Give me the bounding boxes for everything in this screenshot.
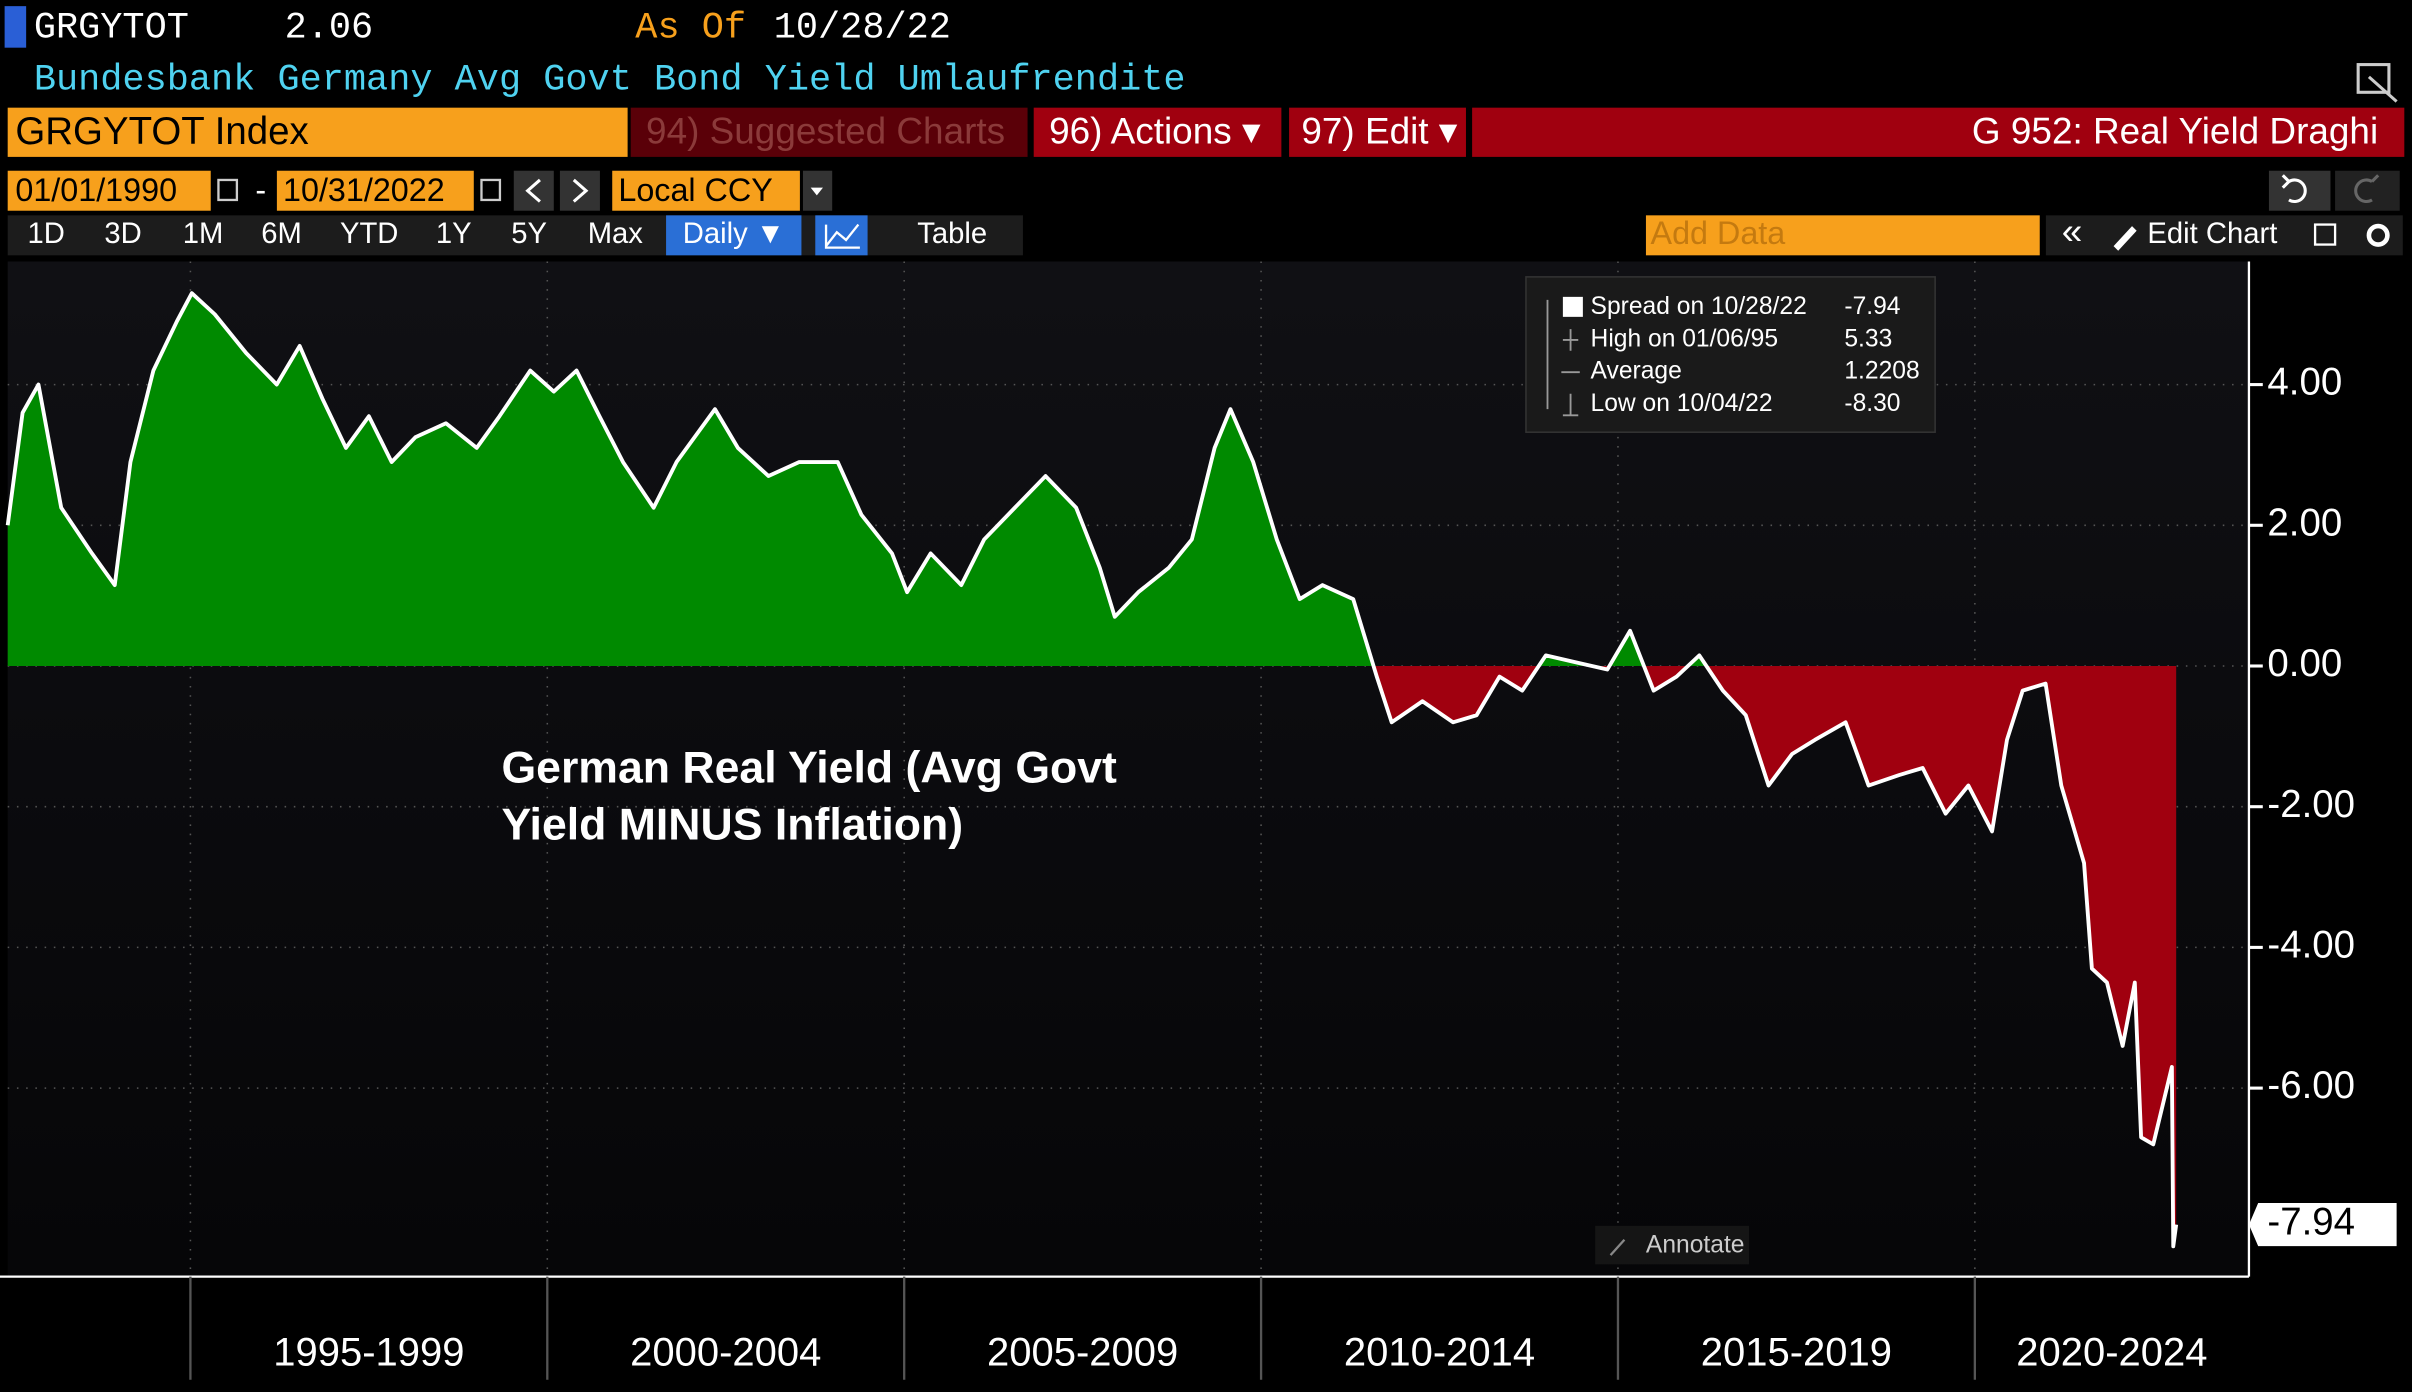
suggested-box[interactable] — [630, 107, 1028, 157]
period-tab[interactable]: 3D — [104, 218, 141, 250]
y-tick-label: 0.00 — [2267, 642, 2342, 685]
frequency-box[interactable] — [666, 215, 802, 256]
edit: 97) Edit ▾ — [1301, 111, 1457, 152]
area — [7, 293, 2177, 1247]
last-value-box — [2248, 1203, 2397, 1247]
frequency: Daily ▼ — [683, 218, 785, 250]
end-date-box[interactable] — [276, 170, 474, 211]
line — [5, 291, 2179, 1249]
y-tick-label: 4.00 — [2267, 361, 2342, 404]
marker — [4, 6, 27, 48]
calendar-icon[interactable] — [480, 178, 502, 202]
legend-label: Spread on 10/28/22 — [1591, 293, 1807, 320]
redo-icon — [2354, 174, 2380, 204]
period-tab[interactable]: 1D — [27, 218, 64, 250]
edit-strip — [2045, 215, 2403, 256]
edit-chart[interactable]: Edit Chart — [2147, 218, 2277, 250]
y-tick-label: 2.00 — [2267, 501, 2342, 544]
currency: Local CCY — [618, 172, 772, 208]
date-separator: - — [255, 172, 266, 208]
chart-type-icon — [824, 223, 860, 249]
period-tab[interactable]: 5Y — [511, 218, 547, 250]
period-tab[interactable]: 6M — [261, 218, 302, 250]
x-tick-label: 1995-1999 — [273, 1331, 464, 1375]
legend-label: Average — [1591, 358, 1682, 385]
period-tab[interactable]: Max — [588, 218, 644, 250]
redo-button[interactable] — [2335, 170, 2400, 211]
chart-name: G 952: Real Yield Draghi — [1972, 111, 2378, 152]
x-tick-label: 2005-2009 — [987, 1331, 1178, 1375]
plot: -6.00 -4.00 -2.00 0.00 2.00 4.00 1995-1999 2000… — [0, 261, 2397, 1380]
start-date: 01/01/1990 — [15, 172, 177, 208]
period-tab[interactable]: YTD — [340, 218, 398, 250]
legend-label: High on 01/06/95 — [1591, 325, 1778, 352]
popout-icon[interactable] — [2356, 63, 2398, 103]
y-tick-label: -6.00 — [2267, 1064, 2355, 1107]
description: Bundesbank Germany Avg Govt Bond Yield U… — [34, 60, 1186, 102]
currency-box[interactable] — [612, 170, 800, 211]
y-tick-label: -2.00 — [2267, 783, 2355, 826]
x-tick-label: 2010-2014 — [1344, 1331, 1535, 1375]
undo-icon — [2281, 174, 2307, 204]
icon-box — [2356, 63, 2391, 94]
price: 2.06 — [285, 7, 374, 49]
undo-button[interactable] — [2268, 170, 2331, 211]
as-of-label: As Of — [635, 7, 746, 49]
legend-swatch — [1562, 296, 1583, 317]
start-date-box[interactable] — [7, 170, 211, 211]
y-tick-label: -4.00 — [2267, 924, 2355, 967]
suggested: 94) Suggested Charts — [646, 111, 1005, 152]
period-tab[interactable]: 1M — [183, 218, 224, 250]
ticker: GRGYTOT — [34, 7, 189, 49]
x-tick-label: 2020-2024 — [2016, 1331, 2207, 1375]
next-arrow — [572, 178, 589, 203]
annotation-line: Yield MINUS Inflation) — [501, 800, 963, 849]
icon-arrow — [2367, 75, 2398, 103]
legend-label: Low on 10/04/22 — [1591, 390, 1773, 417]
as-of-date: 10/28/22 — [774, 7, 951, 49]
period-tab[interactable]: 1Y — [436, 218, 472, 250]
security-box[interactable] — [7, 107, 628, 157]
legend-value: 5.33 — [1844, 325, 1892, 352]
calendar-icon[interactable] — [217, 178, 239, 202]
x-tick-label: 2000-2004 — [630, 1331, 821, 1375]
actions-box[interactable] — [1033, 107, 1282, 157]
end-date: 10/31/2022 — [283, 172, 445, 208]
legend-value: -8.30 — [1844, 390, 1900, 417]
legend-value: 1.2208 — [1844, 358, 1919, 385]
last-value-label: -7.94 — [2267, 1201, 2355, 1244]
collapse-button[interactable]: « — [2062, 211, 2083, 252]
x-tick-label: 2015-2019 — [1701, 1331, 1892, 1375]
dropdown-arrow — [810, 187, 823, 196]
legend-icons — [1546, 299, 1580, 417]
prev-button[interactable] — [513, 170, 554, 211]
legend-box — [1525, 276, 1936, 433]
settings-icon[interactable] — [2366, 223, 2390, 247]
next-button[interactable] — [559, 170, 600, 211]
prev-arrow — [525, 178, 541, 203]
annotation-line: German Real Yield (Avg Govt — [501, 743, 1117, 792]
security: GRGYTOT Index — [15, 110, 308, 153]
add-data: Add Data — [1651, 215, 1786, 251]
actions: 96) Actions ▾ — [1049, 111, 1261, 152]
annotate: Annotate — [1646, 1231, 1745, 1258]
edit-box[interactable] — [1289, 107, 1466, 157]
legend-value: -7.94 — [1844, 293, 1900, 320]
edit-icon[interactable] — [2313, 223, 2337, 246]
pencil-icon — [2113, 226, 2137, 251]
add-data-box[interactable] — [1645, 215, 2040, 256]
annotate-icon — [1609, 1238, 1626, 1256]
table-tab[interactable]: Table — [917, 218, 987, 250]
chart-name-box — [1472, 107, 2405, 157]
